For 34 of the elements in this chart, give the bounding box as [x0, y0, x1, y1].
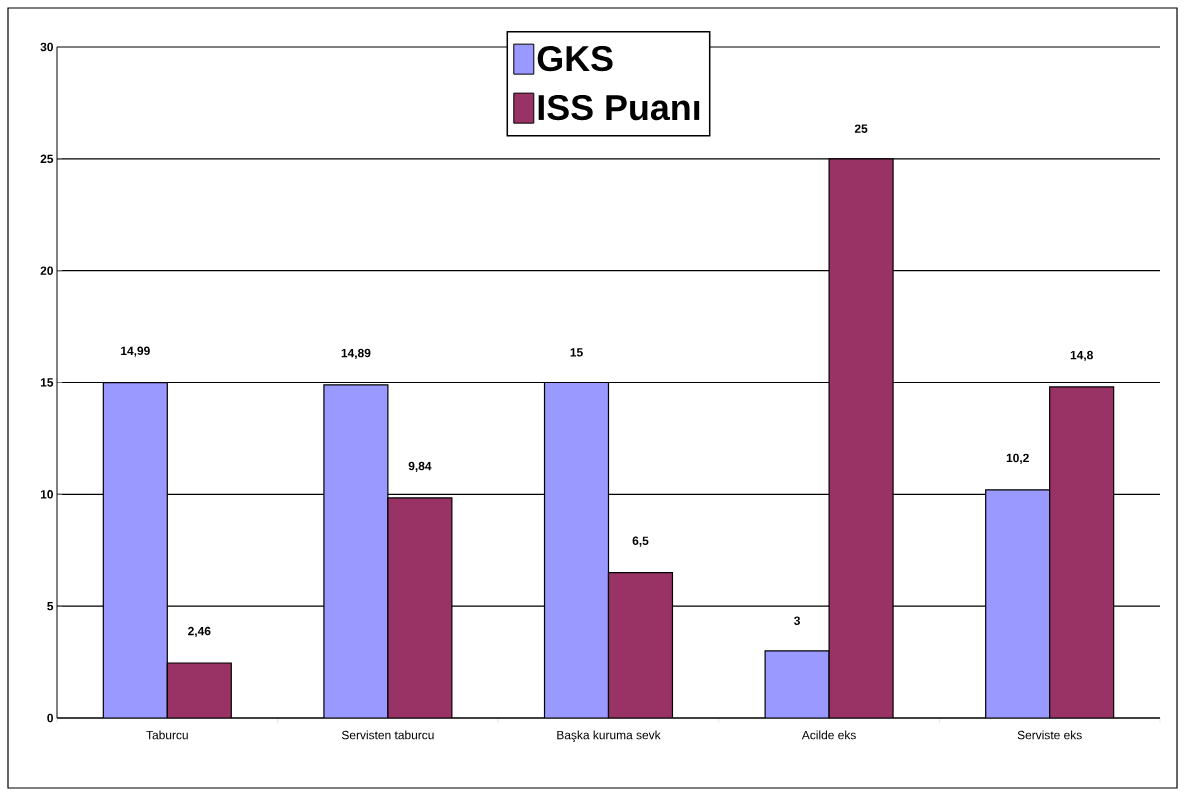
y-tick-label: 10	[40, 490, 53, 499]
data-label: 10,2	[1006, 453, 1029, 464]
bar	[1049, 386, 1115, 718]
data-label: 2,46	[188, 626, 211, 638]
y-tick-label: 15	[40, 378, 54, 387]
x-tick-label: Serviste eks	[1017, 730, 1082, 740]
y-tick-label: 30	[40, 42, 53, 52]
x-tick-label: Başka kuruma sevk	[557, 730, 661, 742]
data-label: 3	[794, 616, 800, 625]
y-tick-label: 0	[47, 713, 53, 723]
bar	[323, 384, 389, 718]
y-tick-label: 20	[40, 266, 53, 275]
legend-label: GKS	[537, 45, 613, 72]
data-label: 15	[570, 348, 583, 357]
bar	[543, 381, 610, 718]
data-label: 14,99	[121, 346, 150, 357]
legend-label: ISS Puanı	[538, 94, 700, 121]
data-label: 25	[854, 124, 868, 133]
y-tick-label: 5	[47, 602, 54, 611]
data-label: 14,8	[1070, 350, 1093, 362]
bar	[764, 650, 830, 718]
x-tick-label: Taburcu	[146, 730, 188, 740]
bar	[102, 382, 168, 718]
data-label: 9,84	[408, 461, 432, 472]
data-label: 14,89	[341, 348, 371, 360]
x-tick-label: Acilde eks	[801, 730, 856, 740]
data-label: 6,5	[632, 536, 649, 547]
bar	[387, 497, 453, 718]
bar	[985, 489, 1051, 718]
y-tick-label: 25	[40, 154, 54, 164]
bar	[166, 662, 232, 718]
bar	[607, 572, 674, 718]
x-tick-label: Servisten taburcu	[341, 730, 434, 740]
bar	[828, 158, 894, 718]
